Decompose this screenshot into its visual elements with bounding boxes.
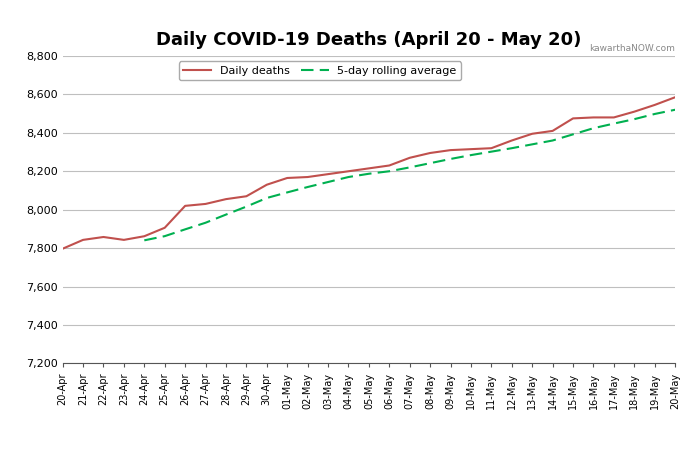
- 5-day rolling average: [630, 116, 638, 122]
- Daily deaths: [528, 131, 537, 137]
- 5-day rolling average: [569, 131, 577, 137]
- Daily deaths: [324, 171, 332, 177]
- 5-day rolling average: [671, 107, 679, 112]
- 5-day rolling average: [262, 195, 271, 201]
- 5-day rolling average: [507, 145, 516, 151]
- Daily deaths: [590, 115, 598, 120]
- Daily deaths: [487, 145, 496, 151]
- Daily deaths: [426, 150, 434, 156]
- 5-day rolling average: [201, 220, 209, 226]
- Text: kawarthaNOW.com: kawarthaNOW.com: [590, 44, 675, 53]
- 5-day rolling average: [610, 121, 618, 126]
- 5-day rolling average: [324, 179, 332, 185]
- Daily deaths: [181, 203, 189, 209]
- Legend: Daily deaths, 5-day rolling average: Daily deaths, 5-day rolling average: [179, 62, 461, 81]
- Daily deaths: [100, 234, 108, 240]
- 5-day rolling average: [161, 233, 169, 239]
- 5-day rolling average: [406, 164, 414, 170]
- Title: Daily COVID-19 Deaths (April 20 - May 20): Daily COVID-19 Deaths (April 20 - May 20…: [156, 31, 582, 49]
- 5-day rolling average: [426, 160, 434, 166]
- 5-day rolling average: [140, 238, 148, 243]
- Daily deaths: [303, 174, 312, 180]
- Daily deaths: [507, 138, 516, 144]
- Daily deaths: [79, 237, 87, 243]
- Daily deaths: [569, 116, 577, 121]
- Line: 5-day rolling average: 5-day rolling average: [144, 110, 675, 240]
- 5-day rolling average: [528, 142, 537, 147]
- 5-day rolling average: [345, 174, 353, 180]
- Daily deaths: [365, 165, 373, 171]
- Daily deaths: [222, 196, 230, 202]
- Daily deaths: [385, 163, 393, 168]
- 5-day rolling average: [283, 190, 292, 195]
- 5-day rolling average: [590, 125, 598, 131]
- Daily deaths: [610, 115, 618, 120]
- Daily deaths: [262, 182, 271, 187]
- 5-day rolling average: [446, 156, 454, 162]
- Daily deaths: [467, 146, 475, 152]
- Daily deaths: [406, 155, 414, 161]
- 5-day rolling average: [487, 149, 496, 154]
- 5-day rolling average: [365, 171, 373, 177]
- Daily deaths: [161, 225, 169, 231]
- Daily deaths: [651, 102, 659, 108]
- Daily deaths: [120, 237, 128, 243]
- Daily deaths: [446, 147, 454, 153]
- 5-day rolling average: [242, 204, 251, 209]
- 5-day rolling average: [467, 152, 475, 158]
- 5-day rolling average: [548, 138, 557, 144]
- Daily deaths: [345, 168, 353, 174]
- Daily deaths: [630, 109, 638, 115]
- Daily deaths: [242, 193, 251, 199]
- 5-day rolling average: [181, 226, 189, 232]
- 5-day rolling average: [303, 184, 312, 190]
- Daily deaths: [548, 128, 557, 134]
- Daily deaths: [201, 201, 209, 207]
- Daily deaths: [671, 95, 679, 100]
- 5-day rolling average: [385, 168, 393, 174]
- Daily deaths: [283, 175, 292, 181]
- Daily deaths: [58, 246, 67, 252]
- 5-day rolling average: [222, 212, 230, 217]
- 5-day rolling average: [651, 111, 659, 117]
- Daily deaths: [140, 233, 148, 239]
- Line: Daily deaths: Daily deaths: [63, 97, 675, 249]
